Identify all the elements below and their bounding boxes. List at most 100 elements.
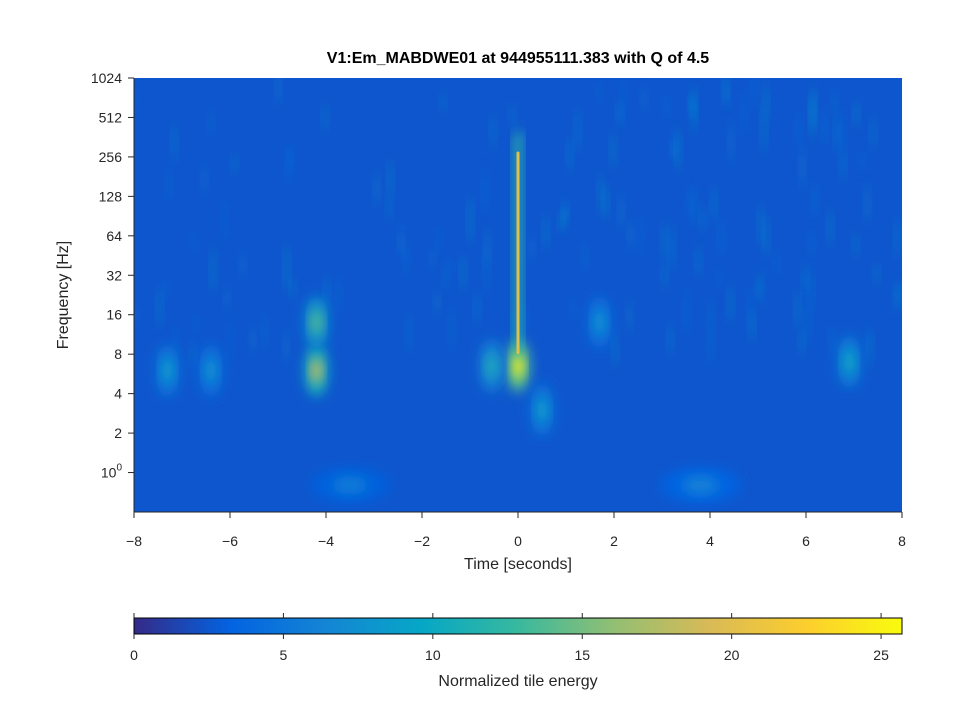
colorbar-tick-label: 15 — [574, 647, 590, 663]
background-streak — [603, 184, 609, 219]
background-streak — [166, 167, 172, 203]
background-streak — [716, 266, 722, 291]
background-streak — [874, 265, 880, 283]
background-streak — [864, 182, 870, 224]
colorbar-ticks: 0 5 10 15 20 25 — [130, 613, 889, 663]
feature-mark-core — [512, 353, 524, 380]
background-streak — [575, 108, 581, 152]
background-streak — [618, 192, 624, 231]
background-streak — [570, 299, 576, 320]
x-tick-label: 0 — [514, 533, 522, 549]
background-streak — [628, 220, 634, 250]
colorbar-label: Normalized tile energy — [438, 673, 597, 690]
background-streak — [250, 325, 256, 354]
background-streak — [482, 167, 488, 214]
background-streak — [522, 302, 528, 339]
background-streak — [761, 106, 767, 154]
background-streak — [490, 114, 496, 148]
background-streak — [567, 136, 573, 173]
colorbar-tick-label: 0 — [130, 647, 138, 663]
y-tick-label: 8 — [114, 346, 122, 362]
background-streak — [529, 236, 535, 261]
background-streak — [157, 286, 163, 327]
background-streak — [799, 328, 805, 356]
background-streak — [210, 246, 216, 292]
background-streak — [809, 229, 815, 259]
background-streak — [406, 310, 412, 355]
background-streak — [718, 218, 724, 258]
background-streak — [509, 104, 515, 125]
colorbar-tick-label: 5 — [280, 647, 288, 663]
background-streak — [727, 284, 733, 322]
background-streak — [231, 155, 237, 173]
background-streak — [859, 151, 865, 171]
background-streak — [386, 195, 392, 220]
background-streak — [758, 268, 764, 307]
background-streak — [134, 309, 138, 327]
background-streak — [641, 88, 647, 110]
chart-title: V1:Em_MABDWE01 at 944955111.383 with Q o… — [327, 50, 710, 67]
background-streak — [711, 186, 717, 223]
feature-mark-core — [594, 309, 605, 336]
background-streak — [708, 299, 714, 339]
x-tick-label: −8 — [126, 533, 142, 549]
background-streak — [827, 209, 833, 246]
background-streak — [834, 113, 840, 153]
feature-mark-core — [516, 151, 520, 355]
background-streak — [434, 290, 440, 315]
background-streak — [808, 266, 814, 312]
background-streak — [805, 299, 811, 345]
background-streak — [747, 287, 753, 327]
feature-mark-core — [536, 397, 548, 424]
y-tick-label: 512 — [99, 109, 123, 125]
x-tick-label: 2 — [610, 533, 618, 549]
x-tick-label: −2 — [414, 533, 430, 549]
colorbar-tick-label: 10 — [425, 647, 441, 663]
y-tick-label: 100 — [101, 463, 123, 481]
background-streak — [474, 291, 480, 325]
background-streak — [171, 122, 177, 162]
background-streak — [669, 223, 675, 271]
background-streak — [728, 121, 734, 165]
background-streak — [543, 214, 549, 249]
background-streak — [387, 160, 393, 198]
background-streak — [222, 196, 228, 242]
background-streak — [627, 299, 633, 334]
background-streak — [795, 290, 801, 328]
y-tick-label: 256 — [99, 149, 123, 165]
heatmap — [134, 78, 902, 512]
background-streak — [443, 261, 449, 291]
background-streak — [582, 243, 588, 272]
background-streak — [322, 104, 328, 131]
background-streak — [661, 223, 667, 261]
y-tick-label: 1024 — [91, 70, 122, 86]
background-streak — [436, 227, 442, 251]
background-streak — [449, 306, 455, 352]
x-axis-label: Time [seconds] — [464, 556, 572, 573]
background-streak — [201, 163, 207, 195]
background-streak — [638, 215, 644, 257]
background-streak — [290, 278, 296, 299]
background-streak — [831, 89, 837, 117]
background-streak — [864, 326, 870, 351]
x-tick-label: 4 — [706, 533, 714, 549]
background-streak — [796, 112, 802, 147]
background-streak — [398, 225, 404, 258]
background-streak — [324, 274, 330, 311]
background-streak — [853, 232, 859, 257]
background-streak — [751, 78, 757, 108]
feature-mark-core — [843, 348, 855, 375]
y-tick-label: 64 — [106, 228, 122, 244]
background-streak — [802, 264, 808, 295]
background-streak — [275, 78, 281, 106]
background-streak — [191, 232, 197, 252]
background-streak — [821, 108, 827, 147]
background-streak — [283, 329, 289, 363]
background-streak — [812, 181, 818, 218]
background-streak — [558, 212, 564, 231]
background-streak — [164, 281, 170, 299]
background-streak — [755, 279, 761, 297]
feature-mark-core — [311, 357, 322, 384]
